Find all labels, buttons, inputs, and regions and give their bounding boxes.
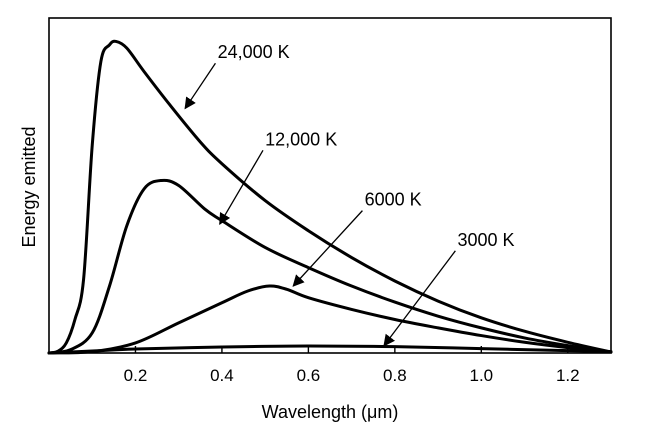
x-tick-label: 1.0 [469, 366, 493, 385]
x-tick-label: 0.2 [124, 366, 148, 385]
arrow-12-000-k [219, 149, 264, 226]
curve-6000-k [47, 284, 613, 355]
arrow-3000-k [383, 250, 456, 347]
curve-3000-k [47, 344, 613, 355]
curve-24-000-k [47, 39, 613, 355]
label-6000-k: 6000 K [365, 190, 422, 210]
x-axis-ticks: 0.2 0.4 0.6 0.8 1.0 1.2 [124, 346, 580, 385]
x-axis-label: Wavelength (μm) [262, 402, 399, 422]
label-3000-k: 3000 K [458, 230, 515, 250]
plot-frame [48, 17, 612, 354]
annotations-layer: 24,000 K 12,000 K 6000 K 3000 K [184, 42, 515, 347]
arrow-24-000-k [184, 62, 216, 110]
x-tick-label: 0.4 [210, 366, 234, 385]
label-24-000-k: 24,000 K [218, 42, 290, 62]
x-tick-label: 1.2 [556, 366, 580, 385]
label-12-000-k: 12,000 K [265, 129, 337, 149]
y-axis-label: Energy emitted [19, 126, 39, 247]
curve-12-000-k [47, 178, 613, 355]
x-tick-label: 0.6 [297, 366, 321, 385]
x-tick-label: 0.8 [383, 366, 407, 385]
arrow-6000-k [292, 210, 363, 287]
curves-layer [47, 39, 613, 355]
